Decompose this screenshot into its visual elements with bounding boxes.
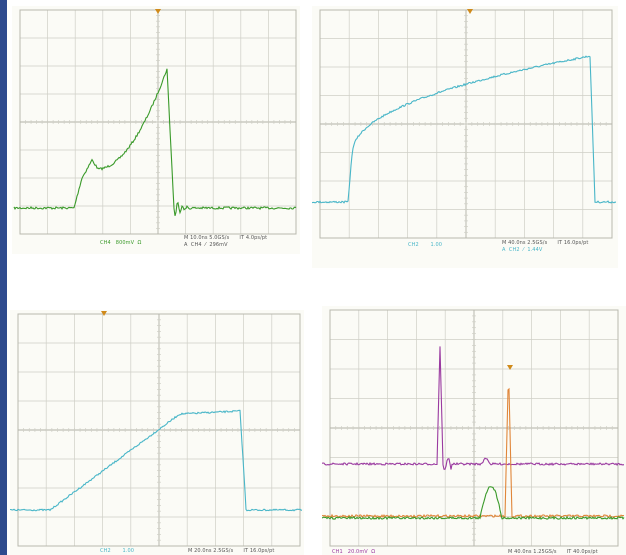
left-edge-bar: [0, 0, 7, 555]
timebase-readout: M 10.0ns 5.0GS/s IT 4.0ps/pt: [184, 235, 268, 241]
timebase-readout: M 20.0ns 2.5GS/s IT 16.0ps/pt: [188, 548, 275, 554]
graticule-frame: [329, 309, 619, 547]
oscilloscope-panel-top-right: CH2 1.00 M 40.0ns 2.5GS/s IT 16.0ps/pt A…: [312, 6, 618, 268]
oscilloscope-panel-top-left: CH4 800mV Ω M 10.0ns 5.0GS/s IT 4.0ps/pt…: [12, 6, 300, 254]
graticule: [319, 9, 613, 239]
timebase-readout: M 40.0ns 2.5GS/s IT 16.0ps/pt: [502, 240, 589, 246]
waveform-magenta: [322, 346, 625, 470]
graticule-frame: [319, 9, 613, 239]
graticule-frame: [17, 313, 301, 547]
trigger-position-marker: [155, 9, 161, 14]
oscilloscope-panel-bottom-right: CH1 20.0mV Ω M 40.0ns 1.25GS/s IT 40.0ps…: [322, 306, 626, 555]
timebase-readout: M 40.0ns 1.25GS/s IT 40.0ps/pt: [508, 549, 598, 555]
scope-plot-top-left: [13, 9, 297, 235]
waveform-ch4: [13, 68, 297, 216]
channel-readout: CH1 20.0mV Ω: [332, 549, 376, 555]
trigger-readout: A CH4 ⁄ 296mV: [184, 242, 228, 248]
waveform-green: [322, 486, 625, 520]
waveform-orange: [322, 387, 625, 519]
trigger-position-marker: [467, 9, 473, 14]
graticule: [19, 9, 297, 235]
channel-readout: CH2 1.00: [408, 242, 443, 248]
oscilloscope-panel-bottom-left: CH2 1.00 M 20.0ns 2.5GS/s IT 16.0ps/pt: [10, 310, 304, 555]
scope-plot-bottom-right: [322, 309, 625, 547]
channel-readout: CH4 800mV Ω: [100, 240, 142, 246]
scope-plot-top-right: [312, 9, 617, 239]
scope-plot-bottom-left: [10, 311, 303, 547]
waveform-ch2: [312, 55, 617, 204]
graticule: [329, 309, 619, 547]
trigger-position-marker: [101, 311, 107, 316]
channel-readout: CH2 1.00: [100, 548, 135, 554]
graticule: [17, 313, 301, 547]
trigger-readout: A CH2 ⁄ 1.44V: [502, 247, 543, 253]
waveform-ch2: [10, 409, 303, 512]
trigger-position-marker: [507, 365, 513, 370]
